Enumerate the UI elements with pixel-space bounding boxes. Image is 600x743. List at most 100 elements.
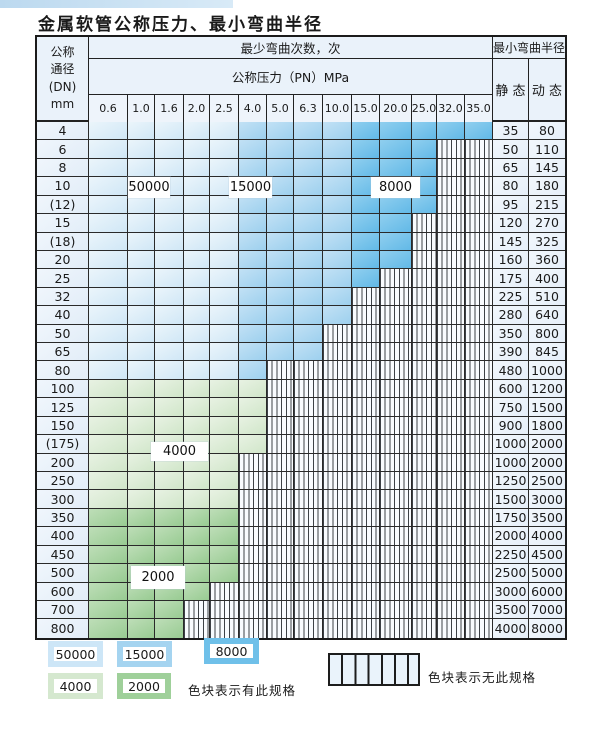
no-spec-cell [437,269,465,288]
dn-cell: 50 [37,324,89,344]
spec-cell [210,490,239,509]
spec-cell [323,232,352,251]
dn-header-line: (DN) [48,79,77,94]
no-spec-cell [352,343,380,362]
spec-cell [128,453,155,473]
no-spec-cell [437,379,465,399]
dynamic-radius-cell: 400 [529,269,565,288]
spec-cell [89,306,128,325]
table-row: 450 2250 4500 [37,545,565,565]
no-spec-cell [380,564,412,583]
no-spec-cell [465,269,493,288]
static-radius-cell: 4000 [493,619,529,638]
spec-cell [128,379,155,399]
dn-cell: 100 [37,379,89,399]
no-spec-cell [352,398,380,417]
static-radius-cell: 65 [493,158,529,178]
spec-cell [210,232,239,251]
no-spec-cell [465,324,493,344]
table-row: 700 3500 7000 [37,600,565,620]
no-spec-cell [465,472,493,491]
spec-cell [294,269,323,288]
spec-cell [380,214,412,233]
table-row: 350 1750 3500 [37,508,565,528]
dynamic-radius-cell: 2000 [529,453,565,473]
spec-cell [323,269,352,288]
spec-cell [267,232,294,251]
spec-cell [294,214,323,233]
no-spec-cell [239,490,267,509]
pressure-tick: 1.0 [128,95,155,122]
spec-cell [267,324,294,344]
spec-cell [184,527,210,546]
spec-cell [267,140,294,159]
pressure-tick: 35.0 [465,95,493,122]
spec-cell [184,306,210,325]
no-spec-cell [380,600,412,620]
no-spec-cell [437,324,465,344]
spec-cell [294,306,323,325]
spec-cell [155,600,184,620]
static-column-header: 静 态 [493,59,529,122]
no-spec-cell [437,508,465,528]
spec-cell [184,177,210,196]
spec-cell [184,250,210,270]
no-spec-cell [352,361,380,380]
table-row: 300 1500 3000 [37,490,565,509]
no-spec-cell [412,343,437,362]
spec-cell [352,158,380,178]
table-row: 150 900 1800 [37,416,565,436]
spec-cell [128,619,155,638]
no-spec-cell [323,472,352,491]
nominal-pressure-header: 公称压力（PN）MPa [89,59,493,95]
dn-cell: 400 [37,527,89,546]
no-spec-cell [412,453,437,473]
no-spec-cell [380,269,412,288]
spec-cell [89,416,128,436]
no-spec-cell [323,582,352,601]
no-spec-cell [412,250,437,270]
spec-cell [380,122,412,141]
spec-cell [155,343,184,362]
dn-cell: 20 [37,250,89,270]
bend-count-label-4000: 4000 [151,442,208,461]
spec-cell [184,545,210,565]
spec-cell [155,527,184,546]
dynamic-radius-cell: 3000 [529,490,565,509]
no-spec-cell [294,361,323,380]
no-spec-cell [352,490,380,509]
spec-cell [128,269,155,288]
spec-cell [128,600,155,620]
no-spec-cell [267,416,294,436]
table-row: 400 2000 4000 [37,527,565,546]
bend-count-label-50000: 50000 [128,177,170,198]
spec-cell [323,158,352,178]
static-radius-cell: 350 [493,324,529,344]
no-spec-cell [267,379,294,399]
static-radius-cell: 1500 [493,490,529,509]
no-spec-cell [412,269,437,288]
spec-cell [352,122,380,141]
dynamic-radius-cell: 800 [529,324,565,344]
no-spec-cell [465,527,493,546]
spec-cell [184,195,210,215]
table-row: 80 480 1000 [37,361,565,380]
no-spec-cell [465,195,493,215]
spec-cell [155,398,184,417]
no-spec-cell [412,379,437,399]
dn-cell: 65 [37,343,89,362]
no-spec-cell [380,508,412,528]
pressure-tick: 4.0 [239,95,267,122]
no-spec-cell [239,472,267,491]
spec-cell [89,195,128,215]
spec-cell [239,416,267,436]
spec-table: 公称 通径 (DN) mm 最少弯曲次数，次 最小弯曲半径 公称压力（PN）MPa 静… [35,35,567,640]
no-spec-cell [437,398,465,417]
dynamic-radius-cell: 1800 [529,416,565,436]
table-row: 250 1250 2500 [37,472,565,491]
spec-cell [155,250,184,270]
no-spec-cell [294,435,323,454]
legend-swatch-8000: 8000 [204,638,259,664]
no-spec-cell [412,361,437,380]
spec-cell [294,140,323,159]
